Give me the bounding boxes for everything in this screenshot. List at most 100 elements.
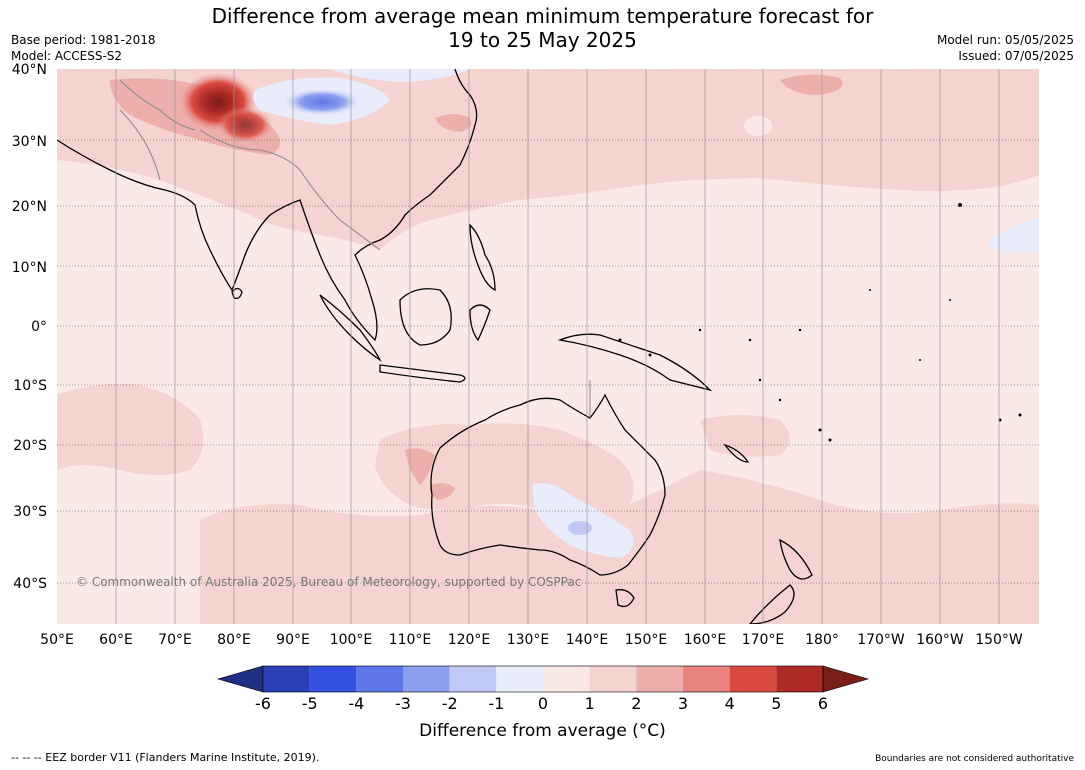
lat-label: 10°N — [12, 260, 47, 276]
colorbar-frame — [262, 665, 824, 693]
colorbar-tick-label: 0 — [538, 694, 548, 713]
colorbar: -6 -5 -4 -3 -2 -1 0 1 2 3 4 5 6 — [216, 665, 870, 713]
lon-label: 150°W — [975, 632, 1023, 648]
warm-patch-pacific — [700, 415, 790, 457]
lat-label: 40°N — [12, 62, 47, 78]
new-guinea-coast — [557, 333, 713, 392]
lat-label: 30°N — [12, 134, 47, 150]
colorbar-segment — [449, 666, 497, 692]
cool-patch-australia — [532, 482, 634, 558]
colorbar-tick-label: 6 — [818, 694, 828, 713]
new-zealand-south — [749, 584, 795, 624]
colorbar-segment — [496, 666, 543, 692]
colorbar-tick-label: -1 — [488, 694, 504, 713]
asia-coast — [57, 69, 478, 342]
title-line-1: Difference from average mean minimum tem… — [211, 4, 874, 28]
colorbar-tick-label: 4 — [725, 694, 735, 713]
lat-label: 10°S — [13, 378, 47, 394]
colorbar-segment — [403, 666, 450, 692]
cool-patch-mongolia — [330, 69, 470, 82]
lon-label: 180° — [805, 632, 839, 648]
lon-label: 150°E — [625, 632, 668, 648]
colorbar-segment — [543, 666, 590, 692]
lon-label: 160°E — [684, 632, 727, 648]
lat-label: 0° — [31, 319, 47, 335]
country-borders — [119, 79, 591, 418]
cool-spot-tibet — [282, 88, 362, 116]
colorbar-tick-label: 3 — [678, 694, 688, 713]
australia-coast — [430, 393, 666, 576]
colorbar-segment — [636, 666, 683, 692]
boundaries-disclaimer: Boundaries are not considered authoritat… — [875, 754, 1074, 764]
lon-labels: 50°E 60°E 70°E 80°E 90°E 100°E 110°E 120… — [40, 632, 1023, 648]
colorbar-tick-label: 5 — [771, 694, 781, 713]
hot-spot-tibet-east — [217, 107, 273, 143]
new-zealand-north — [779, 538, 813, 580]
map-area: © Commonwealth of Australia 2025, Bureau… — [57, 69, 1039, 624]
colorbar-tick-label: -4 — [348, 694, 364, 713]
colorbar-segment — [683, 666, 730, 692]
colorbar-segment — [309, 666, 357, 692]
warm-patch-china — [435, 114, 472, 132]
sulawesi-coast — [469, 304, 491, 342]
lon-label: 160°W — [916, 632, 964, 648]
colorbar-segment — [729, 666, 777, 692]
warm-patch-southeast — [780, 548, 1039, 624]
colorbar-segment — [356, 666, 403, 692]
title-line-2: 19 to 25 May 2025 — [448, 28, 637, 52]
near-zero-patch — [744, 116, 772, 136]
colorbar-segment — [263, 666, 310, 692]
lon-label: 70°E — [158, 632, 192, 648]
lat-labels: 40°N 30°N 20°N 10°N 0° 10°S 20°S 30°S 40… — [12, 62, 47, 592]
lon-label: 140°E — [566, 632, 609, 648]
lat-label: 40°S — [13, 576, 47, 592]
colorbar-tick-label: 2 — [631, 694, 641, 713]
meta-left: Base period: 1981-2018 Model: ACCESS-S2 — [11, 32, 156, 64]
model-run: Model run: 05/05/2025 — [936, 33, 1074, 47]
issued-date: Issued: 07/05/2025 — [958, 49, 1074, 63]
colorbar-extend-high — [822, 665, 870, 693]
colorbar-extend-low — [216, 665, 264, 693]
lat-label: 20°S — [13, 438, 47, 454]
cool-patch-pacific-east — [990, 218, 1039, 253]
colorbar-tick-label: -5 — [302, 694, 318, 713]
lon-label: 170°W — [857, 632, 905, 648]
lon-label: 120°E — [448, 632, 491, 648]
cool-spot-australia — [568, 521, 592, 535]
lon-label: 170°E — [742, 632, 785, 648]
warm-patch-pacific-north — [780, 74, 843, 95]
meta-right: Model run: 05/05/2025 Issued: 07/05/2025 — [937, 32, 1074, 64]
lon-gridlines — [115, 69, 1000, 624]
lon-label: 60°E — [99, 632, 133, 648]
lon-label: 100°E — [330, 632, 373, 648]
lat-label: 30°S — [13, 504, 47, 520]
sumatra-coast — [319, 294, 382, 362]
coastlines — [57, 69, 813, 624]
tasmania-coast — [615, 589, 635, 608]
lon-label: 90°E — [276, 632, 310, 648]
colorbar-segment — [776, 666, 823, 692]
lat-label: 20°N — [12, 199, 47, 215]
chart-title: Difference from average mean minimum tem… — [0, 4, 1085, 52]
colorbar-segment — [589, 666, 637, 692]
philippines-coast — [469, 223, 496, 292]
colorbar-tick-label: 1 — [585, 694, 595, 713]
warm-patch-wa2 — [429, 483, 455, 500]
copyright-text: © Commonwealth of Australia 2025, Bureau… — [76, 575, 581, 589]
lon-label: 130°E — [507, 632, 550, 648]
colorbar-tick-label: -3 — [395, 694, 411, 713]
colorbar-tick-label: -2 — [442, 694, 458, 713]
lon-label: 80°E — [217, 632, 251, 648]
colorbar-label: Difference from average (°C) — [419, 721, 666, 741]
warm-patch-wa — [405, 448, 435, 485]
sri-lanka-coast — [231, 287, 243, 300]
eez-legend: -- -- -- EEZ border V11 (Flanders Marine… — [11, 751, 320, 764]
base-period: Base period: 1981-2018 — [11, 33, 156, 47]
java-coast — [379, 364, 466, 383]
lon-label: 110°E — [389, 632, 432, 648]
new-caledonia-coast — [723, 443, 750, 463]
warm-patch-west — [57, 383, 204, 475]
lon-label: 50°E — [40, 632, 74, 648]
colorbar-tick-label: -6 — [255, 694, 271, 713]
